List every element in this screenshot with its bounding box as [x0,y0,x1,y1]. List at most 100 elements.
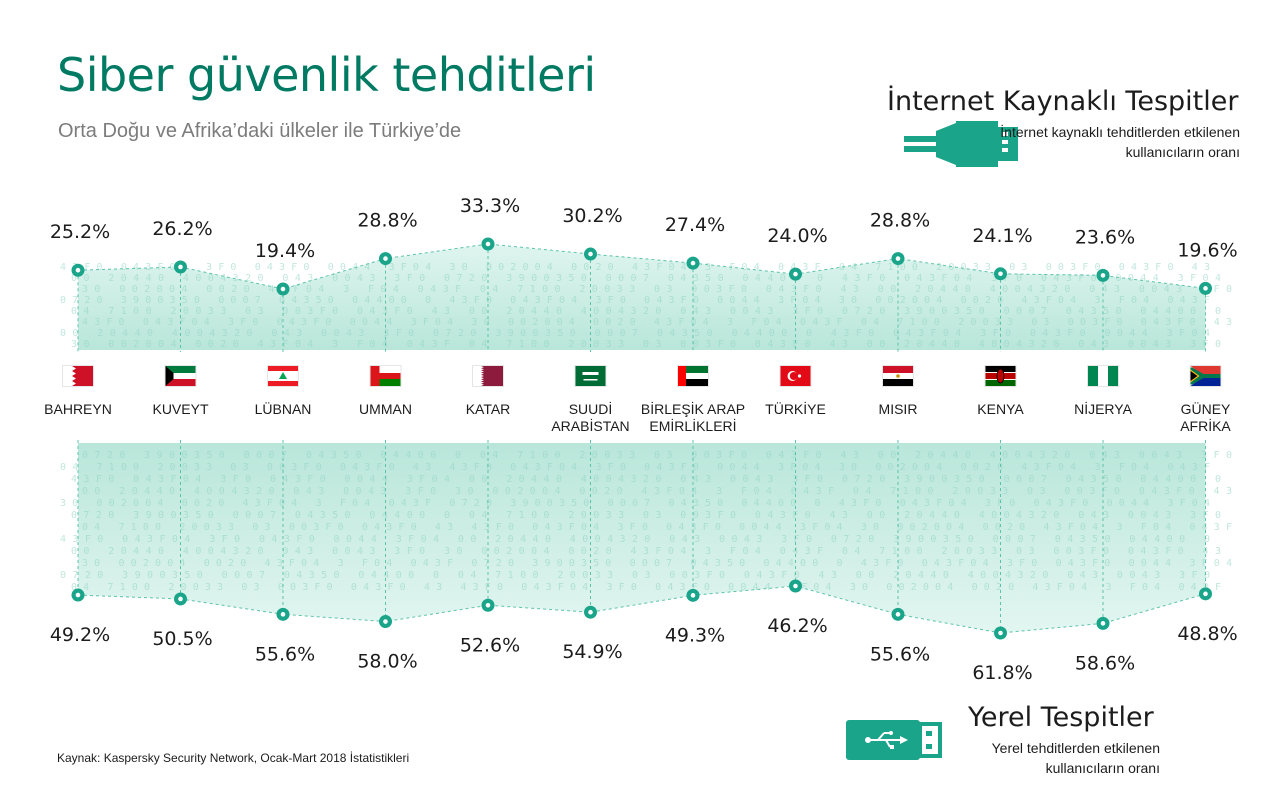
code-text: 43F0 043F04 3F0 043F0 0044 3F04 30 00200… [60,262,1210,273]
code-text: 0720 3900350 0007 04350 04400 0 04 7100 … [71,510,1221,521]
local-value-label: 46.2% [767,615,827,637]
country-label: ARABİSTAN [551,417,629,434]
saudi-arabia-flag-icon [574,365,607,387]
local-legend-desc: Yerel tehditlerden etkilenen kullanıcıla… [991,740,1160,776]
local-value-label: 50.5% [152,628,212,650]
local-point-core [280,612,286,617]
country-label: GÜNEY [1181,400,1231,417]
internet-value-label: 27.4% [665,214,725,236]
local-value-label: 52.6% [460,634,520,656]
country-label: AFRİKA [1180,417,1231,434]
internet-value-label: 24.0% [767,225,827,247]
internet-point-core [1203,286,1208,291]
country-label: LÜBNAN [255,400,312,417]
chart-lines [71,237,1212,640]
internet-value-label: 26.2% [152,218,212,240]
local-point-core [793,583,798,589]
local-value-label: 55.6% [870,643,930,665]
source-note: Kaynak: Kaspersky Security Network, Ocak… [57,751,410,765]
internet-point-core [793,271,798,277]
internet-value-label: 28.8% [357,210,417,232]
page-title: Siber güvenlik tehditleri [57,48,596,102]
country-label: UMMAN [359,401,412,417]
local-point-core [690,593,696,598]
internet-point-core [1100,273,1106,278]
local-value-label: 58.6% [1075,652,1135,674]
uae-flag-icon [677,365,709,387]
code-text: 04 7100 20033 03 003F0 043F0 43 43F0 043… [71,582,1221,593]
internet-value-label: 33.3% [460,195,520,217]
internet-point-core [178,264,183,270]
internet-point-core [690,260,696,266]
internet-value-label: 30.2% [562,205,622,227]
internet-band [78,244,1206,350]
internet-value-label: 23.6% [1075,226,1135,248]
country-label: KUVEYT [152,401,208,417]
code-text: 00 20440 4004320 043 0043 3F0 0720 39003… [60,328,1210,339]
internet-value-label: 19.6% [1177,239,1237,261]
country-label: BİRLEŞİK ARAP [641,400,745,417]
code-text: 00 20440 4004320 043 0043 3F0 0720 39003… [71,273,1221,284]
code-text: 04 7100 20033 03 003F0 043F0 43 43F0 043… [82,522,1232,533]
chart-labels: BAHREYN KUVEYT LÜBNAN UMMAN KATAR SUUDİARABİS… [44,195,1238,684]
local-point-core [178,596,183,602]
oman-flag-icon [369,365,402,387]
internet-value-label: 19.4% [255,240,315,262]
qatar-flag-icon [472,365,504,387]
local-point-core [588,609,593,615]
country-label: BAHREYN [44,401,112,417]
local-point-core [895,612,901,617]
chart-bands [78,244,1206,633]
local-value-label: 49.2% [50,624,110,646]
local-value-label: 48.8% [1177,623,1237,645]
local-value-label: 49.3% [665,624,725,646]
local-value-label: 54.9% [562,641,622,663]
local-point-core [1100,621,1106,626]
country-label: MISIR [879,401,918,417]
country-label: SUUDİ [569,400,613,417]
code-text: 30 002004 0020 43F04 3 F04 043F 04 7100 … [71,339,1221,350]
code-text: 04 7100 20033 03 003F0 043F0 43 00 20440… [71,306,1221,317]
code-text: 0720 3900350 0007 04350 04400 0 04 7100 … [82,450,1232,461]
country-label: NİJERYA [1074,400,1132,417]
code-text: 43F0 043F04 3F0 043F0 0044 3F04 00 20440… [60,534,1210,545]
code-text: 43F0 043F04 3F0 043F0 0044 3F04 30 00200… [82,317,1232,328]
local-point-core [485,602,491,608]
turkey-flag-icon [779,365,812,387]
local-band [78,443,1206,633]
internet-point-core [998,271,1003,277]
internet-legend-title: İnternet Kaynaklı Tespitler [887,86,1239,117]
country-label: KATAR [466,401,511,417]
lebanon-flag-icon [267,365,299,387]
internet-point-core [383,256,388,261]
binary-texture: 43F0 043F04 3F0 043F0 0044 3F04 30 00200… [60,262,1232,593]
country-label: EMİRLİKLERİ [649,417,736,434]
internet-point-core [895,256,901,261]
internet-series-line [77,243,1206,290]
internet-point-core [75,267,81,273]
code-text: 30 002004 0020 43F04 3 F04 043F 0720 390… [60,498,1210,509]
internet-value-label: 28.8% [870,210,930,232]
local-legend-title: Yerel Tespitler [968,702,1154,733]
ethernet-cable-icon [904,121,1018,167]
code-text: 0720 3900350 0007 04350 04400 0 43F0 043… [60,295,1210,306]
local-series-line [77,585,1206,634]
internet-point-core [280,286,286,292]
page-subtitle: Orta Doğu ve Afrika’daki ülkeler ile Tür… [58,120,462,142]
local-point-core [383,619,388,624]
usb-stick-icon [846,720,942,760]
internet-point-core [485,241,491,247]
country-label: KENYA [977,401,1024,417]
local-value-label: 61.8% [972,662,1032,684]
egypt-flag-icon [882,365,914,387]
kuwait-flag-icon [164,365,197,387]
local-point-core [75,592,81,598]
local-point-core [1203,591,1208,597]
internet-point-core [588,251,593,257]
internet-value-label: 25.2% [50,221,110,243]
country-flags [62,365,1222,387]
local-point-core [998,630,1003,636]
code-text: 43F0 043F04 3F0 043F0 0044 3F04 00 20440… [71,474,1221,485]
nigeria-flag-icon [1087,365,1119,387]
